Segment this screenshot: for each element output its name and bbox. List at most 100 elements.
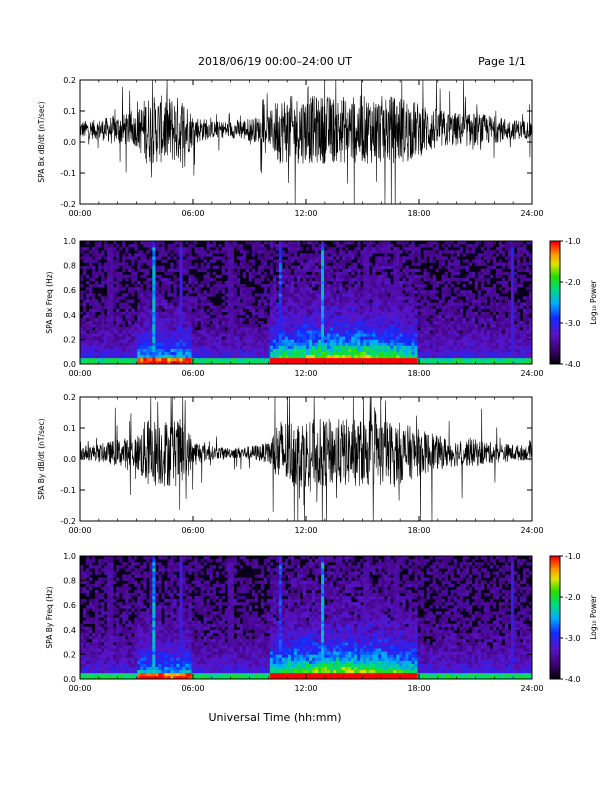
spectrogram-cell (86, 333, 90, 337)
spectrogram-cell (384, 339, 388, 343)
spectrogram-cell (251, 342, 256, 346)
spectrogram-cell (354, 357, 358, 362)
spectrogram-cell (465, 324, 470, 328)
spectrogram-cell (218, 284, 222, 288)
spectrogram-cell (197, 296, 201, 300)
spectrogram-cell (315, 247, 319, 251)
spectrogram-cell (140, 250, 144, 254)
spectrogram-cell (342, 250, 346, 254)
y-tick-label: -0.1 (60, 169, 76, 178)
spectrogram-cell (369, 345, 373, 349)
spectrogram-cell (402, 302, 406, 306)
spectrogram-cell (167, 247, 171, 251)
spectrogram-cell (414, 354, 418, 359)
spectrogram-cell (306, 354, 310, 359)
spectrogram-cell (378, 265, 382, 269)
spectrogram-cell (468, 274, 473, 279)
spectrogram-cell (95, 324, 99, 328)
spectrogram-cell (221, 360, 225, 365)
spectrogram-cell (242, 265, 247, 269)
spectrogram-cell (266, 256, 271, 260)
spectrogram-cell (149, 330, 153, 334)
spectrogram-cell (284, 354, 289, 359)
spectrogram-cell (435, 268, 439, 273)
spectrogram-cell (315, 265, 319, 269)
spectrogram-cell (450, 330, 454, 334)
spectrogram-cell (441, 308, 445, 313)
spectrogram-cell (134, 357, 138, 362)
spectrogram-cell (450, 311, 454, 316)
spectrogram-cell (275, 314, 280, 319)
spectrogram-cell (182, 259, 186, 263)
spectrogram-cell (471, 354, 476, 359)
spectrogram-cell (468, 360, 473, 365)
spectrogram-cell (429, 250, 433, 254)
spectrogram-cell (236, 280, 240, 285)
spectrogram-cell (167, 314, 171, 319)
spectrogram-cell (272, 314, 277, 319)
spectrogram-cell (378, 305, 382, 309)
spectrogram-cell (194, 265, 198, 269)
spectrogram-cell (372, 360, 376, 365)
spectrogram-cell (143, 351, 147, 356)
spectrogram-cell (384, 259, 388, 263)
spectrogram-cell (339, 317, 343, 322)
spectrogram-cell (411, 336, 415, 340)
spectrogram-cell (158, 256, 162, 260)
spectrogram-cell (188, 317, 192, 322)
spectrogram-cell (498, 327, 503, 331)
spectrogram-cell (293, 330, 298, 334)
spectrogram-cell (420, 336, 424, 340)
spectrogram-cell (444, 290, 448, 294)
spectrogram-cell (411, 293, 415, 297)
spectrogram-cell (435, 247, 439, 251)
spectrogram-cell (140, 342, 144, 346)
spectrogram-cell (257, 342, 262, 346)
spectrogram-cell (197, 342, 201, 346)
spectrogram-cell (107, 250, 111, 254)
spectrogram-cell (429, 244, 433, 248)
spectrogram-cell (444, 333, 448, 337)
spectrogram-cell (411, 305, 415, 309)
spectrogram-cell (302, 348, 307, 353)
spectrogram-cell (348, 324, 352, 328)
spectrogram-cell (489, 351, 494, 356)
spectrogram-cell (375, 293, 379, 297)
spectrogram-cell (366, 299, 370, 303)
spectrogram-cell (230, 244, 234, 248)
spectrogram-cell (315, 317, 319, 322)
spectrogram-cell (528, 339, 533, 343)
spectrogram-cell (390, 348, 394, 353)
spectrogram-cell (420, 339, 424, 343)
spectrogram-cell (188, 314, 192, 319)
spectrogram-cell (194, 256, 198, 260)
spectrogram-cell (179, 299, 183, 303)
spectrogram-cell (173, 241, 177, 245)
spectrogram-cell (98, 256, 102, 260)
spectrogram-cell (528, 324, 533, 328)
spectrogram-cell (230, 259, 234, 263)
spectrogram-cell (384, 274, 388, 279)
spectrogram-cell (167, 330, 171, 334)
spectrogram-cell (113, 360, 117, 365)
spectrogram-cell (176, 333, 180, 337)
spectrogram-cell (417, 293, 421, 297)
spectrogram-cell (393, 360, 397, 365)
spectrogram-cell (318, 247, 322, 251)
spectrogram-cell (489, 305, 494, 309)
spectrogram-cell (366, 271, 370, 276)
spectrogram-cell (513, 256, 518, 260)
spectrogram-cell (110, 336, 114, 340)
spectrogram-cell (176, 262, 180, 266)
spectrogram-cell (492, 333, 497, 337)
spectrogram-cell (83, 339, 87, 343)
spectrogram-cell (206, 247, 210, 251)
spectrogram-cell (137, 262, 141, 266)
spectrogram-cell (375, 308, 379, 313)
spectrogram-cell (456, 327, 460, 331)
spectrogram-cell (176, 296, 180, 300)
spectrogram-cell (453, 256, 457, 260)
spectrogram-cell (525, 277, 530, 282)
spectrogram-cell (387, 262, 391, 266)
spectrogram-cell (239, 311, 244, 316)
